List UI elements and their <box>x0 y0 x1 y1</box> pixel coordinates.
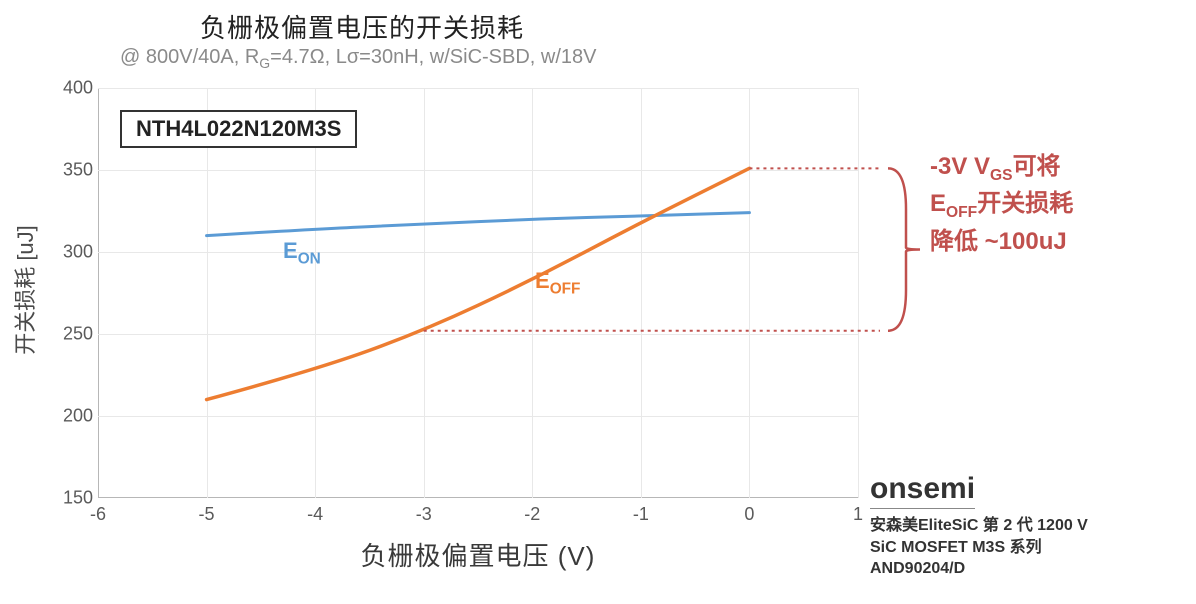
callout-l1-pre: -3V V <box>930 153 990 180</box>
xtick-label: -2 <box>524 504 540 525</box>
xtick-label: -4 <box>307 504 323 525</box>
ytick-label: 150 <box>55 488 93 509</box>
xtick-label: -5 <box>199 504 215 525</box>
callout-line3: 降低 ~100uJ <box>930 225 1180 260</box>
brace-icon <box>888 168 920 330</box>
callout-l2-sub: OFF <box>946 204 977 221</box>
xtick-label: -3 <box>416 504 432 525</box>
xtick-label: -1 <box>633 504 649 525</box>
series-label-E_OFF: EOFF <box>535 268 580 298</box>
brand-block: onsemi 安森美EliteSiC 第 2 代 1200 V SiC MOSF… <box>870 472 1180 580</box>
series-label-E_ON: EON <box>283 238 321 268</box>
ytick-label: 200 <box>55 406 93 427</box>
ytick-label: 350 <box>55 160 93 181</box>
xtick-label: -6 <box>90 504 106 525</box>
brand-logo: onsemi <box>870 472 975 509</box>
brand-doc: AND90204/D <box>870 558 1180 580</box>
callout-l2-pre: E <box>930 190 946 217</box>
callout-l2-post: 开关损耗 <box>977 190 1073 217</box>
callout-l1-sub: GS <box>990 167 1013 184</box>
series-E_OFF <box>207 168 750 399</box>
callout-l1-post: 可将 <box>1013 153 1061 180</box>
brand-sub: 安森美EliteSiC 第 2 代 1200 V SiC MOSFET M3S … <box>870 515 1180 580</box>
callout-text: -3V VGS可将 EOFF开关损耗 降低 ~100uJ <box>930 150 1180 260</box>
ytick-label: 300 <box>55 242 93 263</box>
series-E_ON <box>207 213 750 236</box>
ytick-label: 250 <box>55 324 93 345</box>
xtick-label: 0 <box>744 504 754 525</box>
brand-line1: 安森美EliteSiC 第 2 代 1200 V <box>870 515 1180 537</box>
ytick-label: 400 <box>55 78 93 99</box>
brand-line2: SiC MOSFET M3S 系列 <box>870 537 1180 559</box>
xtick-label: 1 <box>853 504 863 525</box>
callout-line2: EOFF开关损耗 <box>930 187 1180 224</box>
callout-line1: -3V VGS可将 <box>930 150 1180 187</box>
